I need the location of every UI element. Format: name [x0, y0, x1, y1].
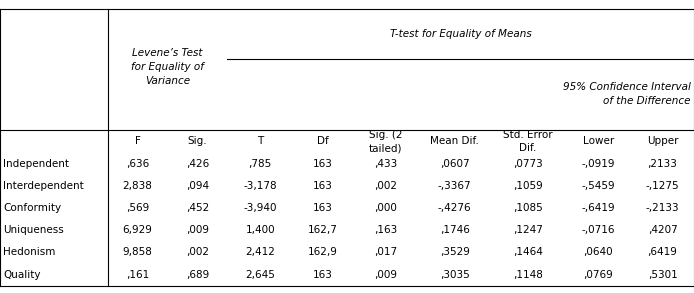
- Text: ,161: ,161: [126, 270, 149, 280]
- Text: -,0716: -,0716: [582, 225, 615, 235]
- Text: Quality: Quality: [3, 270, 41, 280]
- Text: -3,178: -3,178: [244, 181, 277, 191]
- Text: -,0919: -,0919: [582, 159, 615, 169]
- Text: ,1148: ,1148: [513, 270, 543, 280]
- Text: ,689: ,689: [186, 270, 209, 280]
- Text: Levene’s Test
for Equality of
Variance: Levene’s Test for Equality of Variance: [131, 48, 204, 86]
- Text: 2,412: 2,412: [245, 247, 275, 257]
- Text: -,2133: -,2133: [646, 203, 679, 213]
- Text: ,017: ,017: [374, 247, 398, 257]
- Text: ,163: ,163: [374, 225, 398, 235]
- Text: F: F: [135, 137, 140, 146]
- Text: ,6419: ,6419: [648, 247, 677, 257]
- Text: ,426: ,426: [186, 159, 209, 169]
- Text: ,785: ,785: [248, 159, 272, 169]
- Text: ,1247: ,1247: [513, 225, 543, 235]
- Text: Uniqueness: Uniqueness: [3, 225, 65, 235]
- Text: 1,400: 1,400: [246, 225, 275, 235]
- Text: ,433: ,433: [374, 159, 398, 169]
- Text: ,094: ,094: [186, 181, 209, 191]
- Text: Upper: Upper: [647, 137, 678, 146]
- Text: ,569: ,569: [126, 203, 149, 213]
- Text: ,3529: ,3529: [440, 247, 470, 257]
- Text: Mean Dif.: Mean Dif.: [430, 137, 479, 146]
- Text: ,0773: ,0773: [513, 159, 543, 169]
- Text: 163: 163: [313, 181, 333, 191]
- Text: ,002: ,002: [374, 181, 398, 191]
- Text: 6,929: 6,929: [123, 225, 153, 235]
- Text: ,5301: ,5301: [648, 270, 677, 280]
- Text: ,000: ,000: [374, 203, 397, 213]
- Text: 163: 163: [313, 159, 333, 169]
- Text: 2,645: 2,645: [245, 270, 275, 280]
- Text: 162,7: 162,7: [308, 225, 338, 235]
- Text: ,009: ,009: [186, 225, 209, 235]
- Text: 163: 163: [313, 270, 333, 280]
- Text: Hedonism: Hedonism: [3, 247, 56, 257]
- Text: T: T: [257, 137, 263, 146]
- Text: -3,940: -3,940: [244, 203, 277, 213]
- Text: ,009: ,009: [374, 270, 398, 280]
- Text: ,1085: ,1085: [513, 203, 543, 213]
- Text: Std. Error
Dif.: Std. Error Dif.: [503, 130, 552, 153]
- Text: -,6419: -,6419: [582, 203, 615, 213]
- Text: 2,838: 2,838: [123, 181, 153, 191]
- Text: -,5459: -,5459: [582, 181, 615, 191]
- Text: ,452: ,452: [186, 203, 209, 213]
- Text: Df: Df: [317, 137, 329, 146]
- Text: ,636: ,636: [126, 159, 149, 169]
- Text: 163: 163: [313, 203, 333, 213]
- Text: -,4276: -,4276: [438, 203, 471, 213]
- Text: Lower: Lower: [583, 137, 614, 146]
- Text: ,3035: ,3035: [440, 270, 470, 280]
- Text: T-test for Equality of Means: T-test for Equality of Means: [390, 29, 532, 39]
- Text: ,4207: ,4207: [648, 225, 677, 235]
- Text: ,002: ,002: [186, 247, 209, 257]
- Text: ,0769: ,0769: [584, 270, 613, 280]
- Text: 95% Confidence Interval
of the Difference: 95% Confidence Interval of the Differenc…: [563, 83, 691, 106]
- Text: 9,858: 9,858: [123, 247, 153, 257]
- Text: ,0640: ,0640: [584, 247, 613, 257]
- Text: ,1464: ,1464: [513, 247, 543, 257]
- Text: 162,9: 162,9: [308, 247, 338, 257]
- Text: -,3367: -,3367: [438, 181, 471, 191]
- Text: Sig. (2
tailed): Sig. (2 tailed): [369, 130, 403, 153]
- Text: ,1059: ,1059: [513, 181, 543, 191]
- Text: ,0607: ,0607: [440, 159, 469, 169]
- Text: Independent: Independent: [3, 159, 69, 169]
- Text: Sig.: Sig.: [187, 137, 207, 146]
- Text: ,1746: ,1746: [440, 225, 470, 235]
- Text: Conformity: Conformity: [3, 203, 62, 213]
- Text: -,1275: -,1275: [646, 181, 679, 191]
- Text: Interdependent: Interdependent: [3, 181, 84, 191]
- Text: ,2133: ,2133: [648, 159, 677, 169]
